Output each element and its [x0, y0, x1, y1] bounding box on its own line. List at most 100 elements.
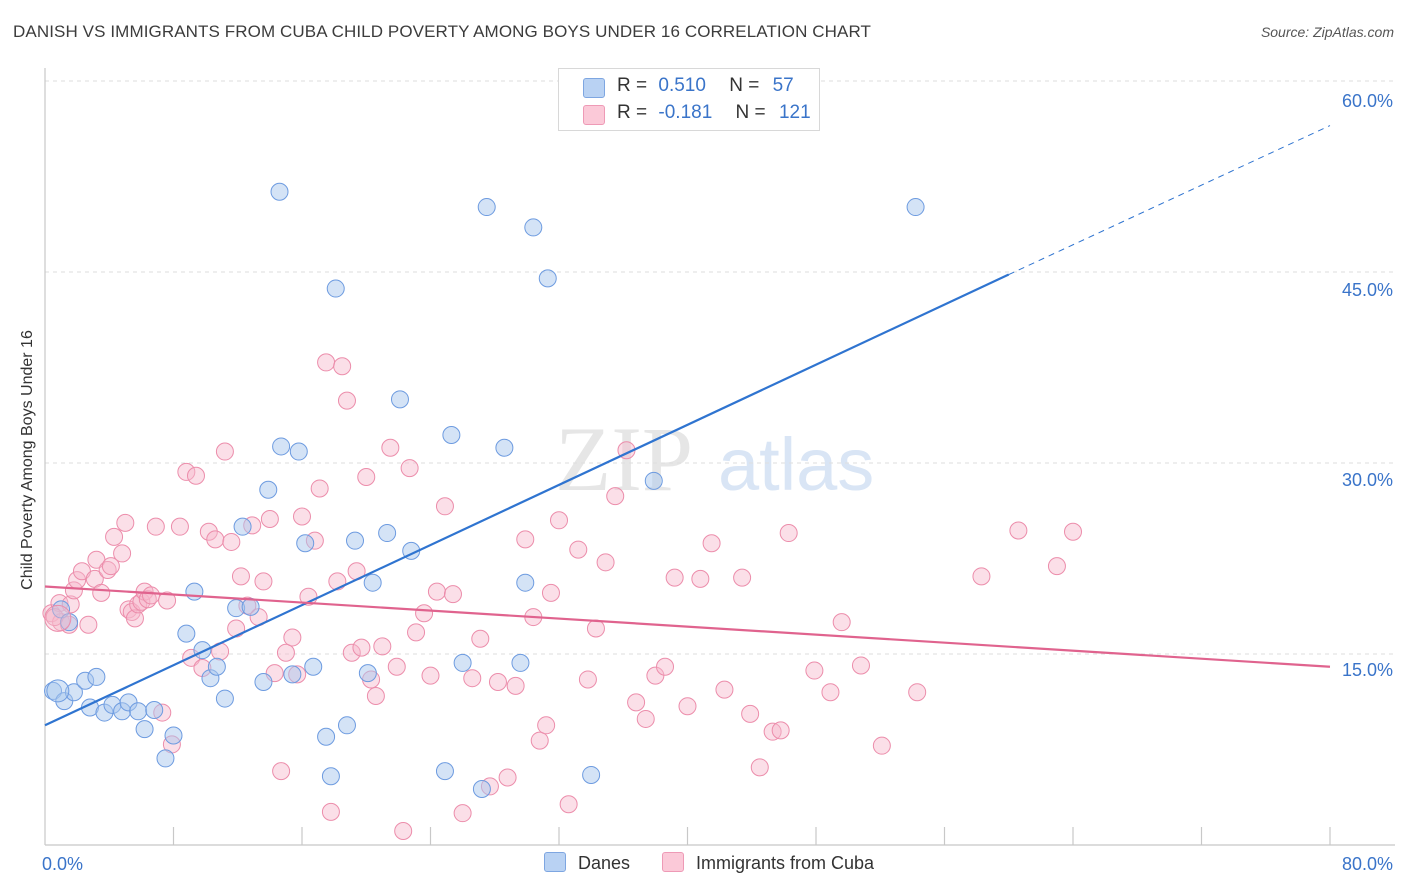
cuba-point — [227, 619, 246, 638]
cuba-point — [142, 586, 161, 605]
danes-point — [326, 279, 345, 298]
cuba-point — [821, 683, 840, 702]
cuba-point — [158, 591, 177, 610]
cuba-point — [453, 804, 472, 823]
cuba-point — [972, 567, 991, 586]
danes-point — [524, 218, 543, 237]
cuba-point — [832, 613, 851, 632]
danes-point — [272, 437, 291, 456]
cuba-n-value: 121 — [778, 102, 811, 123]
danes-point — [378, 524, 397, 543]
cuba-point — [357, 468, 376, 487]
danes-point — [906, 198, 925, 217]
danes-point — [270, 182, 289, 201]
cuba-point — [116, 513, 135, 532]
cuba-point — [851, 656, 870, 675]
cuba-point — [733, 568, 752, 587]
bottom-danes-label: Danes — [578, 853, 631, 873]
cuba-point — [387, 657, 406, 676]
danes-point — [337, 716, 356, 735]
cuba-r-value: -0.181 — [658, 102, 713, 123]
correlation-legend: R = 0.510 N = 57 R = -0.181 N = 121 — [558, 68, 820, 131]
cuba-point — [421, 666, 440, 685]
danes-point — [241, 597, 260, 616]
cuba-point — [64, 581, 83, 600]
cuba-point — [199, 522, 218, 541]
cuba-point — [381, 438, 400, 457]
cuba-point — [569, 540, 588, 559]
cuba-point — [578, 670, 597, 689]
cuba-point — [92, 583, 111, 602]
cuba-swatch — [583, 105, 605, 125]
danes-point — [164, 726, 183, 745]
danes-point — [495, 438, 514, 457]
cuba-point — [254, 572, 273, 591]
danes-point — [644, 471, 663, 490]
danes-point — [46, 679, 70, 703]
cuba-point — [170, 517, 189, 536]
cuba-point — [636, 709, 655, 728]
danes-point — [511, 653, 530, 672]
danes-r-label: R = — [617, 75, 648, 96]
danes-point — [135, 720, 154, 739]
danes-n-value: 57 — [772, 75, 794, 96]
cuba-point — [352, 638, 371, 657]
danes-point — [304, 657, 323, 676]
bottom-cuba-swatch — [662, 852, 684, 872]
cuba-point — [463, 669, 482, 688]
danes-point — [435, 762, 454, 781]
cuba-point — [79, 615, 98, 634]
cuba-r-label: R = — [617, 102, 648, 123]
cuba-point — [177, 462, 196, 481]
danes-point — [346, 531, 365, 550]
danes-point — [129, 702, 148, 721]
cuba-point — [506, 676, 525, 695]
cuba-point — [537, 716, 556, 735]
danes-point — [296, 534, 315, 553]
danes-point — [289, 442, 308, 461]
cuba-n-label: N = — [735, 102, 766, 123]
y-tick-label: 30.0% — [1342, 470, 1393, 490]
danes-point — [193, 641, 212, 660]
danes-point — [317, 727, 336, 746]
cuba-point — [272, 762, 291, 781]
danes-swatch — [583, 78, 605, 98]
cuba-point — [691, 569, 710, 588]
cuba-point — [113, 544, 132, 563]
cuba-point — [702, 534, 721, 553]
cuba-point — [516, 530, 535, 549]
danes-point — [259, 480, 278, 499]
cuba-point — [435, 497, 454, 516]
danes-n-label: N = — [729, 75, 760, 96]
danes-point — [321, 767, 340, 786]
danes-r-value: 0.510 — [658, 75, 706, 96]
cuba-point — [186, 466, 205, 485]
cuba-point — [586, 619, 605, 638]
cuba-point — [596, 553, 615, 572]
cuba-point — [1047, 557, 1066, 576]
cuba-point — [872, 736, 891, 755]
watermark-atlas: atlas — [718, 423, 874, 506]
danes-point — [477, 198, 496, 217]
cuba-point — [627, 693, 646, 712]
cuba-point — [317, 353, 336, 372]
cuba-point — [656, 657, 675, 676]
danes-point — [177, 624, 196, 643]
y-tick-label: 60.0% — [1342, 91, 1393, 111]
bottom-legend-danes: Danes — [544, 852, 630, 874]
cuba-point — [550, 511, 568, 530]
y-tick-label: 45.0% — [1342, 280, 1393, 300]
danes-point — [156, 749, 175, 768]
danes-point — [582, 765, 601, 784]
cuba-point — [206, 530, 225, 549]
cuba-point — [394, 821, 413, 840]
cuba-point — [342, 643, 361, 662]
cuba-point — [125, 609, 144, 628]
danes-point — [60, 613, 79, 632]
cuba-point — [222, 532, 241, 551]
danes-trend-extension — [1008, 125, 1331, 276]
cuba-point — [337, 391, 356, 410]
cuba-point — [665, 568, 684, 587]
cuba-point — [678, 697, 697, 716]
